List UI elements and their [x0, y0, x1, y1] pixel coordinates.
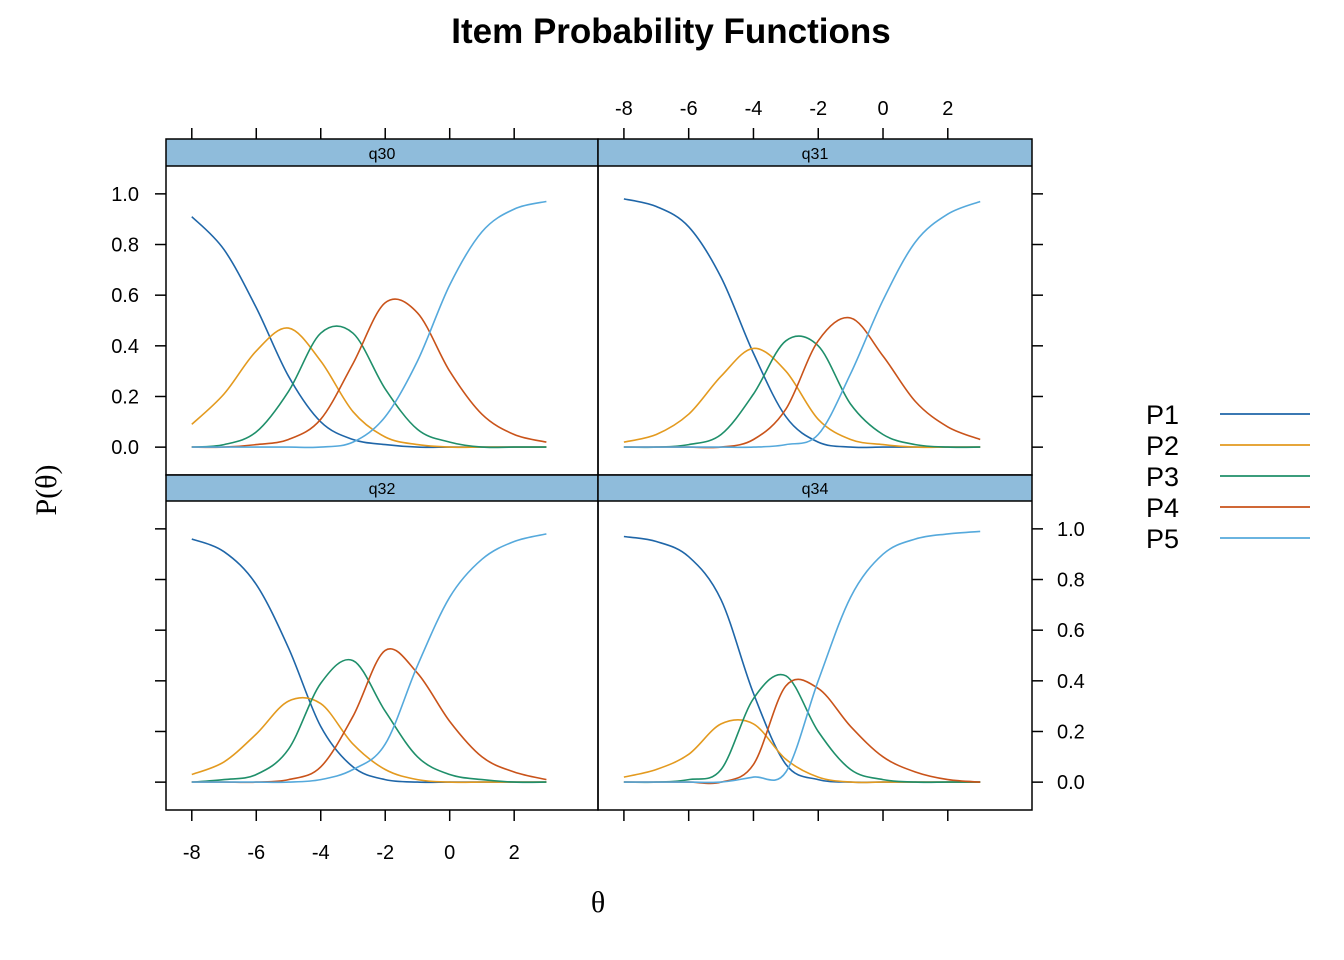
- panel-grid: q30 q31 q32 q34: [165, 138, 1033, 811]
- y-tick-label-left-top-3: 0.6: [111, 285, 139, 307]
- x-axis-title: θ: [591, 886, 605, 919]
- y-tick-label-right-bottom-2: 0.4: [1057, 671, 1085, 693]
- x-tick-label-top-right-1: -6: [680, 98, 698, 120]
- strip-label-q32: q32: [369, 481, 396, 498]
- y-tick-label-right-bottom-3: 0.6: [1057, 620, 1085, 642]
- y-tick-label-right-bottom-0: 0.0: [1057, 772, 1085, 794]
- curve-q30-P2: [191, 327, 547, 449]
- strip-label-q34: q34: [802, 481, 829, 498]
- curve-q34-P5: [623, 530, 981, 784]
- curve-q32-P3: [191, 658, 547, 784]
- y-tick-label-right-bottom-4: 0.8: [1057, 570, 1085, 592]
- panel-q34: q34: [597, 474, 1033, 811]
- y-tick-label-left-top-4: 0.8: [111, 235, 139, 257]
- panel-border-q31: [597, 138, 1033, 476]
- curve-q30-P5: [191, 200, 547, 449]
- curve-q34-P1: [623, 535, 981, 784]
- panel-q31: q31: [597, 138, 1033, 476]
- x-tick-label-top-right-4: 0: [877, 98, 888, 120]
- panel-q30: q30: [165, 138, 599, 476]
- curve-q32-P1: [191, 538, 547, 784]
- legend-label-P3: P3: [1146, 462, 1179, 492]
- x-tick-label-bottom-left-1: -6: [247, 842, 265, 864]
- x-tick-label-bottom-left-0: -8: [183, 842, 201, 864]
- strip-q32: [166, 475, 598, 501]
- curve-q34-P3: [623, 673, 981, 784]
- panel-q32: q32: [165, 474, 599, 811]
- y-tick-label-left-top-1: 0.2: [111, 386, 139, 408]
- x-tick-label-bottom-left-5: 2: [509, 842, 520, 864]
- y-tick-label-right-bottom-5: 1.0: [1057, 519, 1085, 541]
- y-tick-label-right-bottom-1: 0.2: [1057, 721, 1085, 743]
- curve-q30-P3: [191, 325, 547, 449]
- curve-q30-P1: [191, 216, 547, 449]
- y-axis-title: P(θ): [30, 464, 63, 515]
- panel-border-q34: [597, 474, 1033, 811]
- x-tick-label-bottom-left-4: 0: [444, 842, 455, 864]
- x-tick-label-top-right-3: -2: [809, 98, 827, 120]
- curve-q32-P2: [191, 696, 547, 784]
- y-tick-label-left-top-5: 1.0: [111, 184, 139, 206]
- x-tick-label-bottom-left-3: -2: [376, 842, 394, 864]
- legend-label-P2: P2: [1146, 431, 1179, 461]
- x-tick-label-top-right-5: 2: [942, 98, 953, 120]
- legend-label-P4: P4: [1146, 493, 1179, 523]
- strip-label-q31: q31: [802, 146, 829, 163]
- strip-label-q30: q30: [369, 146, 396, 163]
- x-tick-label-top-right-2: -4: [745, 98, 763, 120]
- curve-q31-P2: [623, 347, 981, 449]
- curve-q32-P4: [191, 648, 547, 784]
- strip-q34: [598, 475, 1032, 501]
- axes: -8 -6 -4 -2 0 2 -8 -6 -4 -2 0 2 0.0 0.2 0.4 0.6 0.8 1.0 0.…: [111, 98, 1085, 864]
- strip-q30: [166, 139, 598, 166]
- y-tick-label-left-top-0: 0.0: [111, 437, 139, 459]
- legend-label-P1: P1: [1146, 400, 1179, 430]
- y-tick-label-left-top-2: 0.4: [111, 336, 139, 358]
- curve-q31-P5: [623, 200, 981, 449]
- x-tick-label-bottom-left-2: -4: [312, 842, 330, 864]
- curve-q31-P1: [623, 198, 981, 449]
- curve-q32-P5: [191, 533, 547, 784]
- chart-title: Item Probability Functions: [451, 12, 890, 51]
- panel-border-q32: [165, 474, 599, 811]
- curve-q30-P4: [191, 298, 547, 449]
- curve-q31-P3: [623, 335, 981, 449]
- strip-q31: [598, 139, 1032, 166]
- x-tick-label-top-right-0: -8: [615, 98, 633, 120]
- legend-label-P5: P5: [1146, 524, 1179, 554]
